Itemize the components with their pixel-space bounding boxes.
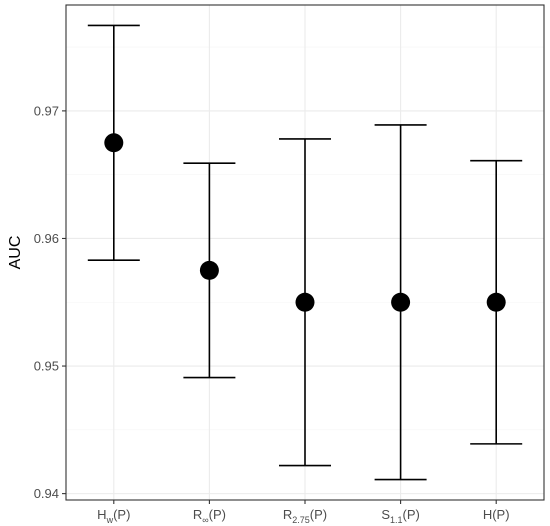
y-tick-label: 0.97 (34, 103, 59, 118)
x-tick-label: H(P) (483, 507, 510, 522)
x-tick-label: R2.75(P) (283, 507, 327, 525)
x-tick-label: R∞(P) (193, 507, 226, 525)
x-tick-label: Hw(P) (97, 507, 130, 525)
y-axis: 0.94 0.95 0.96 0.97 (34, 103, 66, 501)
chart-marks (87, 24, 523, 481)
auc-point (199, 260, 219, 280)
auc-point (486, 292, 506, 312)
y-tick-label: 0.94 (34, 486, 59, 501)
y-axis-title: AUC (7, 236, 24, 270)
y-tick-label: 0.96 (34, 231, 59, 246)
auc-point (391, 292, 411, 312)
x-axis: Hw(P) R∞(P) R2.75(P) S1.1(P) H(P) (97, 500, 510, 525)
auc-point (104, 133, 124, 153)
x-tick-label: S1.1(P) (381, 507, 420, 525)
auc-point (295, 292, 315, 312)
y-tick-label: 0.95 (34, 359, 59, 374)
